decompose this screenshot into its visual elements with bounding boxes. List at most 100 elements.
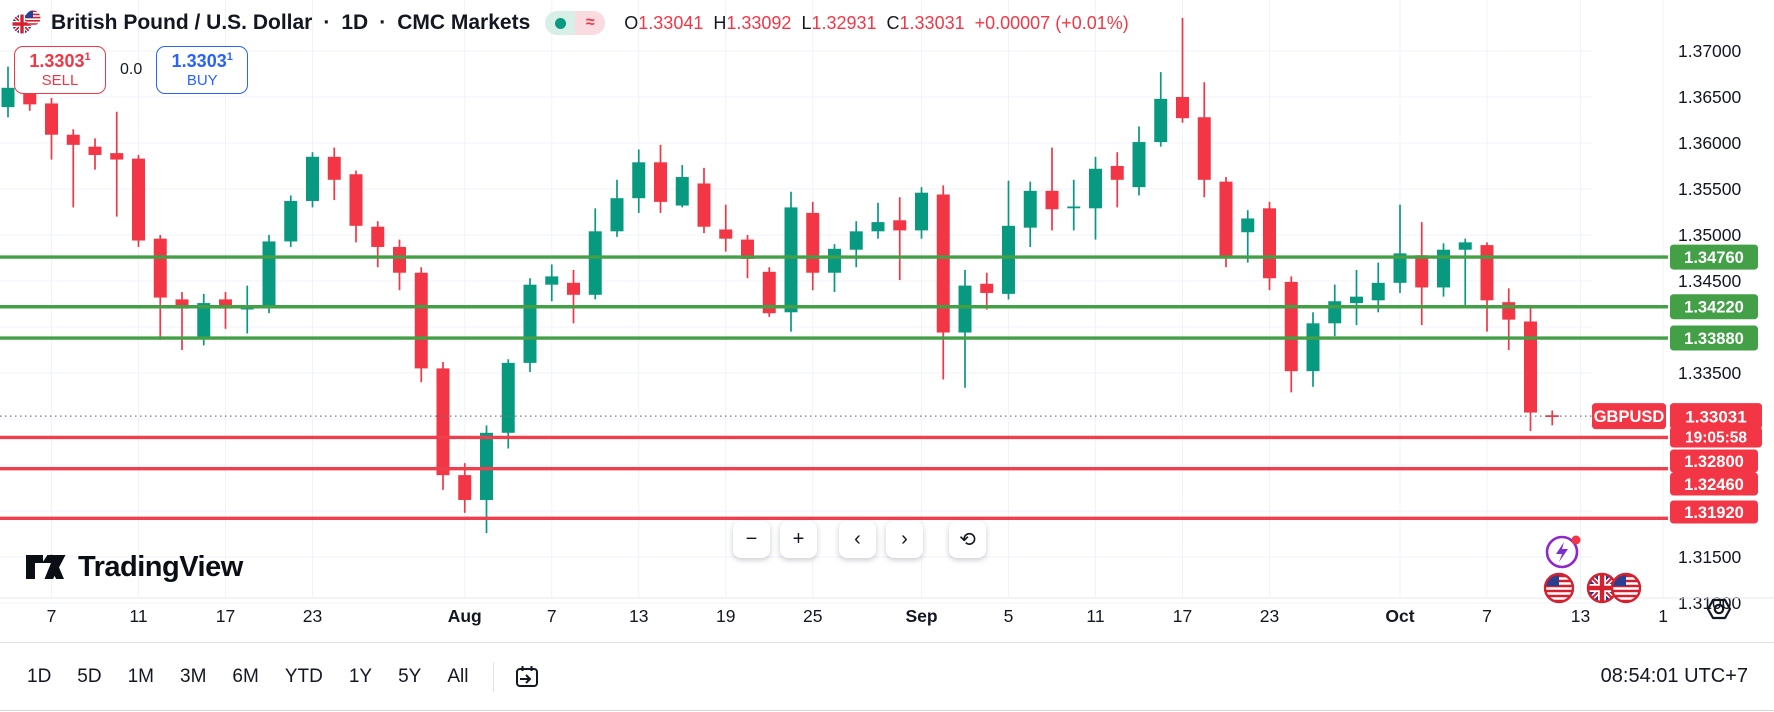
- price-axis-label: 1.31500: [1678, 547, 1742, 567]
- axis-settings-gear-icon[interactable]: [1703, 594, 1735, 631]
- candle-sep-19: [1219, 177, 1233, 268]
- candle-jul-28: [371, 221, 385, 268]
- reset-chart-button[interactable]: ⟲: [949, 521, 986, 558]
- candle-body: [153, 238, 167, 298]
- candle-oct-8: [1502, 288, 1516, 350]
- price-axis-label: 1.36500: [1678, 87, 1742, 107]
- candle-aug-8: [567, 269, 580, 324]
- candle-aug-12: [610, 179, 624, 237]
- buy-price-pip: 1: [226, 51, 233, 64]
- range-5d-button[interactable]: 5D: [64, 658, 114, 696]
- candle-body: [1524, 321, 1537, 413]
- current-price-badge: 1.33031: [1670, 403, 1762, 430]
- candle-jul-11: [132, 154, 145, 247]
- candle-sep-18: [1197, 82, 1211, 198]
- change-value: +0.00007 (+0.01%): [974, 12, 1129, 33]
- close-value: 1.33031: [899, 12, 965, 33]
- exchange-label[interactable]: CMC Markets: [397, 11, 531, 34]
- low-label: L: [801, 12, 812, 33]
- candle-body: [1393, 253, 1407, 283]
- candle-jul-31: [436, 361, 450, 490]
- symbol-price-flag-bg: [1592, 403, 1666, 430]
- close-label: C: [886, 12, 900, 33]
- range-3m-button[interactable]: 3M: [167, 658, 219, 696]
- open-value: 1.33041: [638, 12, 704, 33]
- candle-body: [1219, 181, 1233, 257]
- price-chart[interactable]: 1.37000 1.36500 1.36000 1.35500 1.35000 1.345…: [0, 0, 1774, 645]
- range-6m-button[interactable]: 6M: [219, 658, 271, 696]
- candle-body: [719, 229, 733, 239]
- candle-jul-30: [414, 267, 428, 383]
- green-level-badge-bg: [1670, 294, 1758, 320]
- candle-body: [1437, 249, 1450, 288]
- range-1y-button[interactable]: 1Y: [336, 658, 385, 696]
- red-level-badge: 1.32460: [1670, 472, 1758, 496]
- delayed-data-icon: ≈: [585, 14, 595, 31]
- candle-body: [110, 153, 124, 160]
- red-level-badge-bg: [1670, 500, 1758, 524]
- instant-trading-icon[interactable]: [1543, 531, 1585, 576]
- price-axis-label: 1.35000: [1678, 225, 1742, 245]
- range-5y-button[interactable]: 5Y: [385, 658, 434, 696]
- symbol-price-flag: GBPUSD: [1592, 403, 1666, 430]
- tradingview-logo[interactable]: TradingView: [24, 549, 243, 585]
- gbpusd-pair-flags-icon: [1584, 570, 1646, 611]
- bottom-toolbar: 1D 5D 1M 3M 6M YTD 1Y 5Y All 08:54:01 UT…: [0, 642, 1774, 711]
- buy-button[interactable]: 1.33031 BUY: [156, 46, 249, 94]
- range-1d-button[interactable]: 1D: [14, 658, 64, 696]
- candle-jul-25: [349, 170, 363, 243]
- candle-jul-8: [66, 129, 80, 208]
- candle-jul-7: [45, 97, 58, 160]
- time-axis-label: 13: [1571, 606, 1590, 626]
- candle-body: [1, 87, 15, 108]
- candle-body: [1089, 168, 1102, 209]
- candle-body: [1197, 117, 1211, 180]
- low-value: 1.32931: [811, 12, 877, 33]
- time-axis-label: 17: [1173, 606, 1192, 626]
- scroll-right-button[interactable]: ›: [886, 521, 923, 558]
- price-axis[interactable]: 1.37000 1.36500 1.36000 1.35500 1.35000 1.345…: [1592, 41, 1762, 613]
- title-separator: ·: [379, 11, 387, 34]
- candle-body: [458, 475, 472, 500]
- go-to-date-button[interactable]: [506, 658, 548, 696]
- candle-body: [741, 239, 754, 259]
- market-status-pill[interactable]: ≈: [545, 11, 606, 35]
- scroll-left-button[interactable]: ‹: [839, 521, 876, 558]
- candle-body: [784, 207, 798, 313]
- timeframe-label[interactable]: 1D: [341, 11, 369, 34]
- candle-body: [1545, 415, 1559, 418]
- candle-aug-19: [719, 204, 733, 252]
- price-axis-label: 1.33500: [1678, 363, 1742, 383]
- symbol-title[interactable]: British Pound / U.S. Dollar: [51, 11, 313, 34]
- price-axis-label: 1.36000: [1678, 133, 1742, 153]
- range-all-button[interactable]: All: [434, 658, 481, 696]
- candle-body: [1263, 208, 1276, 279]
- candle-body: [980, 283, 994, 293]
- candle-sep-17: [1176, 17, 1189, 123]
- candle-aug-21: [762, 267, 776, 317]
- time-axis-label: 13: [629, 606, 648, 626]
- candle-body: [1480, 245, 1494, 301]
- green-level-badge: 1.33880: [1670, 325, 1758, 351]
- candle-aug-14: [654, 144, 667, 213]
- candle-body: [219, 299, 232, 309]
- session-clock[interactable]: 08:54:01 UTC+7: [1600, 665, 1748, 687]
- red-level-badge-text: 1.32800: [1684, 453, 1744, 471]
- candle-body: [1002, 225, 1015, 294]
- candle-body: [936, 194, 950, 333]
- range-ytd-button[interactable]: YTD: [272, 658, 336, 696]
- candle-sep-8: [1023, 181, 1037, 247]
- candle-body: [1371, 282, 1385, 301]
- zoom-out-button[interactable]: −: [733, 521, 770, 558]
- red-level-badge-bg: [1670, 472, 1758, 496]
- range-1m-button[interactable]: 1M: [115, 658, 167, 696]
- candle-body: [414, 272, 428, 369]
- candle-body: [371, 226, 385, 247]
- sell-button[interactable]: 1.33031 SELL: [14, 46, 106, 94]
- time-axis[interactable]: 7 11 17 23 Aug 7 13 19 25 Sep 5 11 17 23 Oct 7 13 1: [47, 606, 1668, 626]
- zoom-in-button[interactable]: +: [780, 521, 817, 558]
- red-level-badge-bg: [1670, 449, 1758, 473]
- candle-aug-18: [697, 167, 711, 234]
- candle-oct-6: [1458, 238, 1472, 307]
- candle-jul-15: [175, 292, 189, 350]
